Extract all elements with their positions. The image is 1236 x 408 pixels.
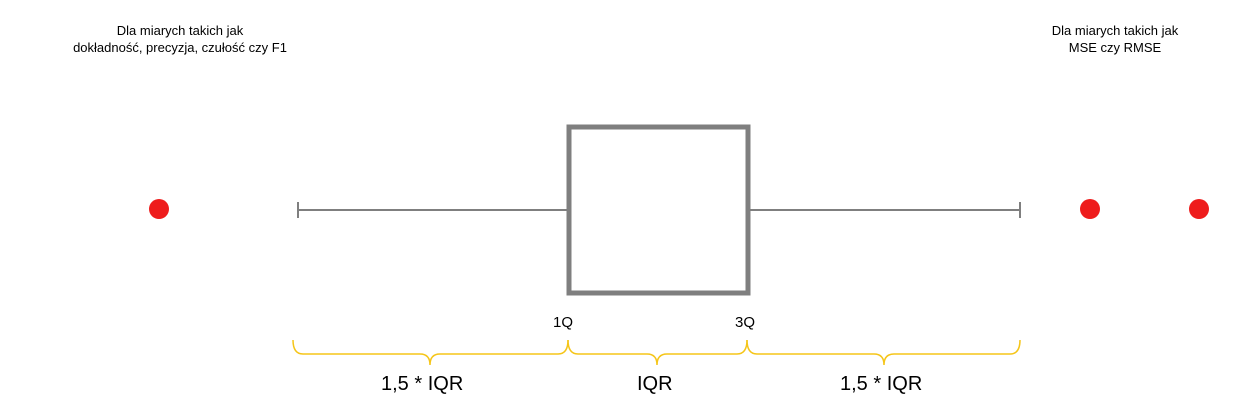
right-annotation-line2: MSE czy RMSE: [1068, 40, 1162, 55]
right-annotation-line1: Dla miarych takich jak: [1051, 23, 1179, 38]
left-annotation: Dla miarych takich jak dokładność, precy…: [30, 22, 330, 56]
left-annotation-line2: dokładność, precyzja, czułość czy F1: [73, 40, 287, 55]
outlier-right-2: [1189, 199, 1209, 219]
q1-label: 1Q: [553, 314, 574, 331]
right-annotation: Dla miarych takich jak MSE czy RMSE: [1010, 22, 1220, 56]
brace-left-label: 1,5 * IQR: [381, 373, 464, 395]
left-annotation-line1: Dla miarych takich jak: [116, 23, 244, 38]
brace-middle: [567, 339, 748, 366]
brace-right: [746, 339, 1021, 366]
iqr-box: [566, 124, 751, 296]
outlier-right-1: [1080, 199, 1100, 219]
brace-middle-label: IQR: [637, 373, 673, 395]
outlier-left: [149, 199, 169, 219]
brace-left: [292, 339, 569, 366]
brace-right-label: 1,5 * IQR: [840, 373, 923, 395]
q3-label: 3Q: [735, 314, 756, 331]
